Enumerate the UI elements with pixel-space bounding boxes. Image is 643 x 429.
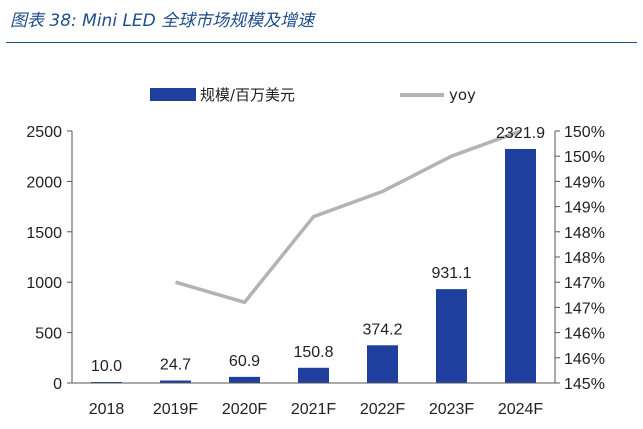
left-axis: 0 500 1000 1500 2000 2500: [26, 124, 73, 393]
bar-2018: [91, 381, 122, 383]
bar-2021F: [298, 367, 329, 383]
x-tick-label: 2023F: [429, 401, 475, 418]
right-tick-label: 150%: [564, 124, 605, 141]
right-tick-label: 147%: [564, 300, 605, 317]
right-tick-label: 147%: [564, 275, 605, 292]
bar-2020F: [229, 376, 260, 383]
legend-label-bar: 规模/百万美元: [200, 86, 295, 104]
right-tick-label: 148%: [564, 250, 605, 267]
left-tick-label: 1500: [26, 225, 62, 242]
x-tick-label: 2022F: [360, 401, 406, 418]
data-label-2018: 10.0: [91, 358, 122, 375]
left-tick-label: 0: [53, 376, 62, 393]
data-labels: 10.0 24.7 60.9 150.8 374.2 931.1 2321.9: [91, 125, 545, 375]
right-tick-label: 145%: [564, 376, 605, 393]
bars: [91, 148, 536, 383]
bar-2019F: [160, 380, 191, 383]
x-tick-label: 2018: [89, 401, 125, 418]
left-tick-label: 2000: [26, 174, 62, 191]
right-tick-label: 146%: [564, 326, 605, 343]
data-label-2021F: 150.8: [293, 344, 333, 361]
yoy-line-layer: [175, 129, 522, 305]
legend: 规模/百万美元 yoy: [150, 86, 476, 104]
data-label-2024F: 2321.9: [496, 125, 545, 142]
data-label-2020F: 60.9: [229, 353, 260, 370]
yoy-line: [175, 129, 522, 305]
right-tick-label: 146%: [564, 351, 605, 368]
right-tick-label: 149%: [564, 200, 605, 217]
x-tick-label: 2019F: [153, 401, 199, 418]
legend-label-line: yoy: [449, 86, 476, 104]
bar-2024F: [505, 148, 536, 383]
x-tick-label: 2020F: [222, 401, 268, 418]
x-axis: 2018 2019F 2020F 2021F 2022F 2023F 2024F: [72, 382, 555, 418]
left-tick-label: 500: [35, 326, 62, 343]
left-tick-label: 2500: [26, 124, 62, 141]
right-tick-label: 150%: [564, 149, 605, 166]
legend-swatch-bar: [150, 88, 196, 101]
right-tick-label: 148%: [564, 225, 605, 242]
figure-title: 图表 38: Mini LED 全球市场规模及增速: [10, 11, 315, 31]
bar-2023F: [436, 289, 467, 383]
data-label-2019F: 24.7: [160, 357, 191, 374]
title-rule: [6, 42, 637, 43]
right-axis: 145% 146% 146% 147% 147% 148% 148% 149% 149% 150%…: [554, 124, 605, 393]
right-tick-label: 149%: [564, 174, 605, 191]
x-tick-label: 2021F: [291, 401, 337, 418]
data-label-2023F: 931.1: [431, 265, 471, 282]
left-tick-label: 1000: [26, 275, 62, 292]
data-label-2022F: 374.2: [362, 321, 402, 338]
x-tick-label: 2024F: [498, 401, 544, 418]
bar-2022F: [367, 345, 398, 383]
